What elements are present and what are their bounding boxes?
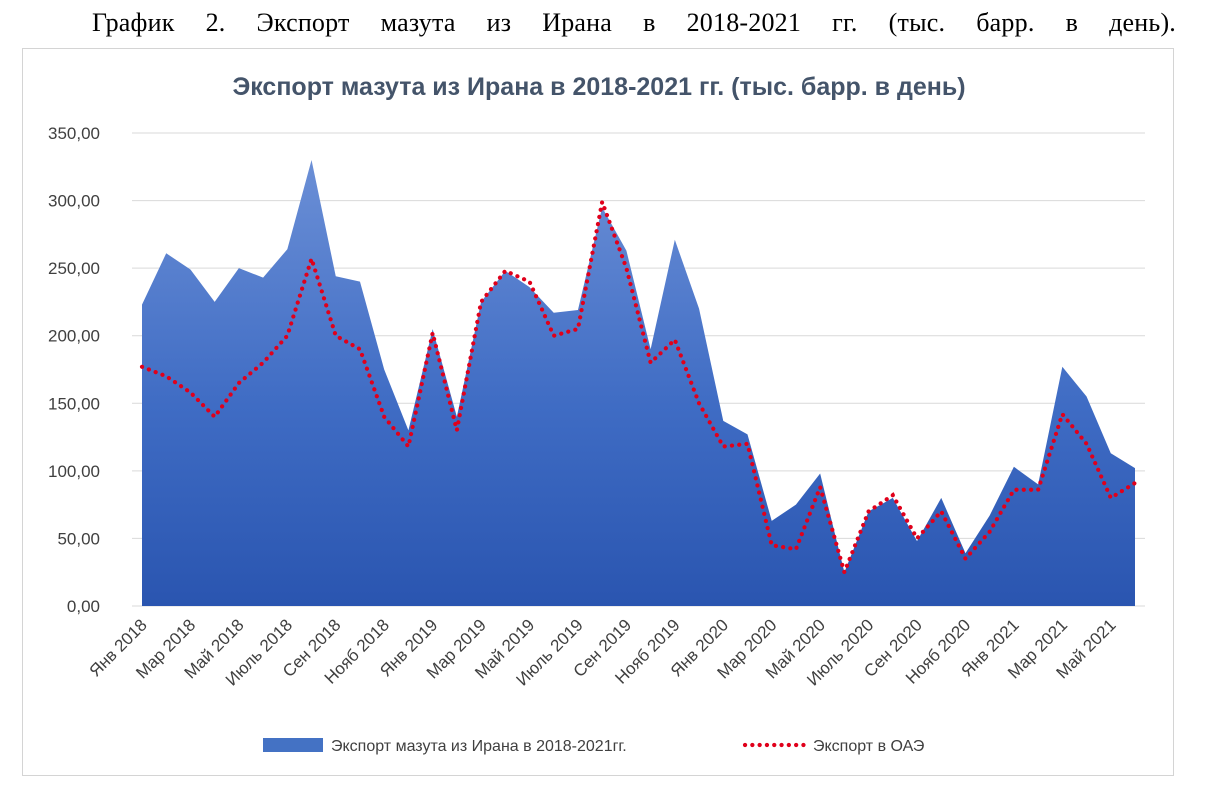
chart-frame: Экспорт мазута из Ирана в 2018-2021 гг. … [22, 48, 1174, 776]
y-tick-label: 200,00 [48, 327, 100, 346]
y-tick-label: 150,00 [48, 394, 100, 413]
y-tick-label: 0,00 [67, 597, 100, 616]
legend-label-iran-export: Экспорт мазута из Ирана в 2018-2021гг. [331, 738, 627, 755]
y-tick-label: 100,00 [48, 462, 100, 481]
y-tick-label: 250,00 [48, 259, 100, 278]
series-area-iran-export [142, 160, 1135, 606]
area-chart: Экспорт мазута из Ирана в 2018-2021 гг. … [48, 73, 1145, 755]
chart-title: Экспорт мазута из Ирана в 2018-2021 гг. … [232, 73, 965, 101]
y-tick-label: 350,00 [48, 124, 100, 143]
legend-swatch-area [263, 738, 323, 752]
series-line-uae-export [139, 194, 1138, 579]
legend-label-uae-export: Экспорт в ОАЭ [813, 738, 924, 755]
figure-caption: График 2. Экспорт мазута из Ирана в 2018… [92, 8, 1176, 37]
y-tick-label: 300,00 [48, 192, 100, 211]
y-tick-label: 50,00 [57, 529, 100, 548]
